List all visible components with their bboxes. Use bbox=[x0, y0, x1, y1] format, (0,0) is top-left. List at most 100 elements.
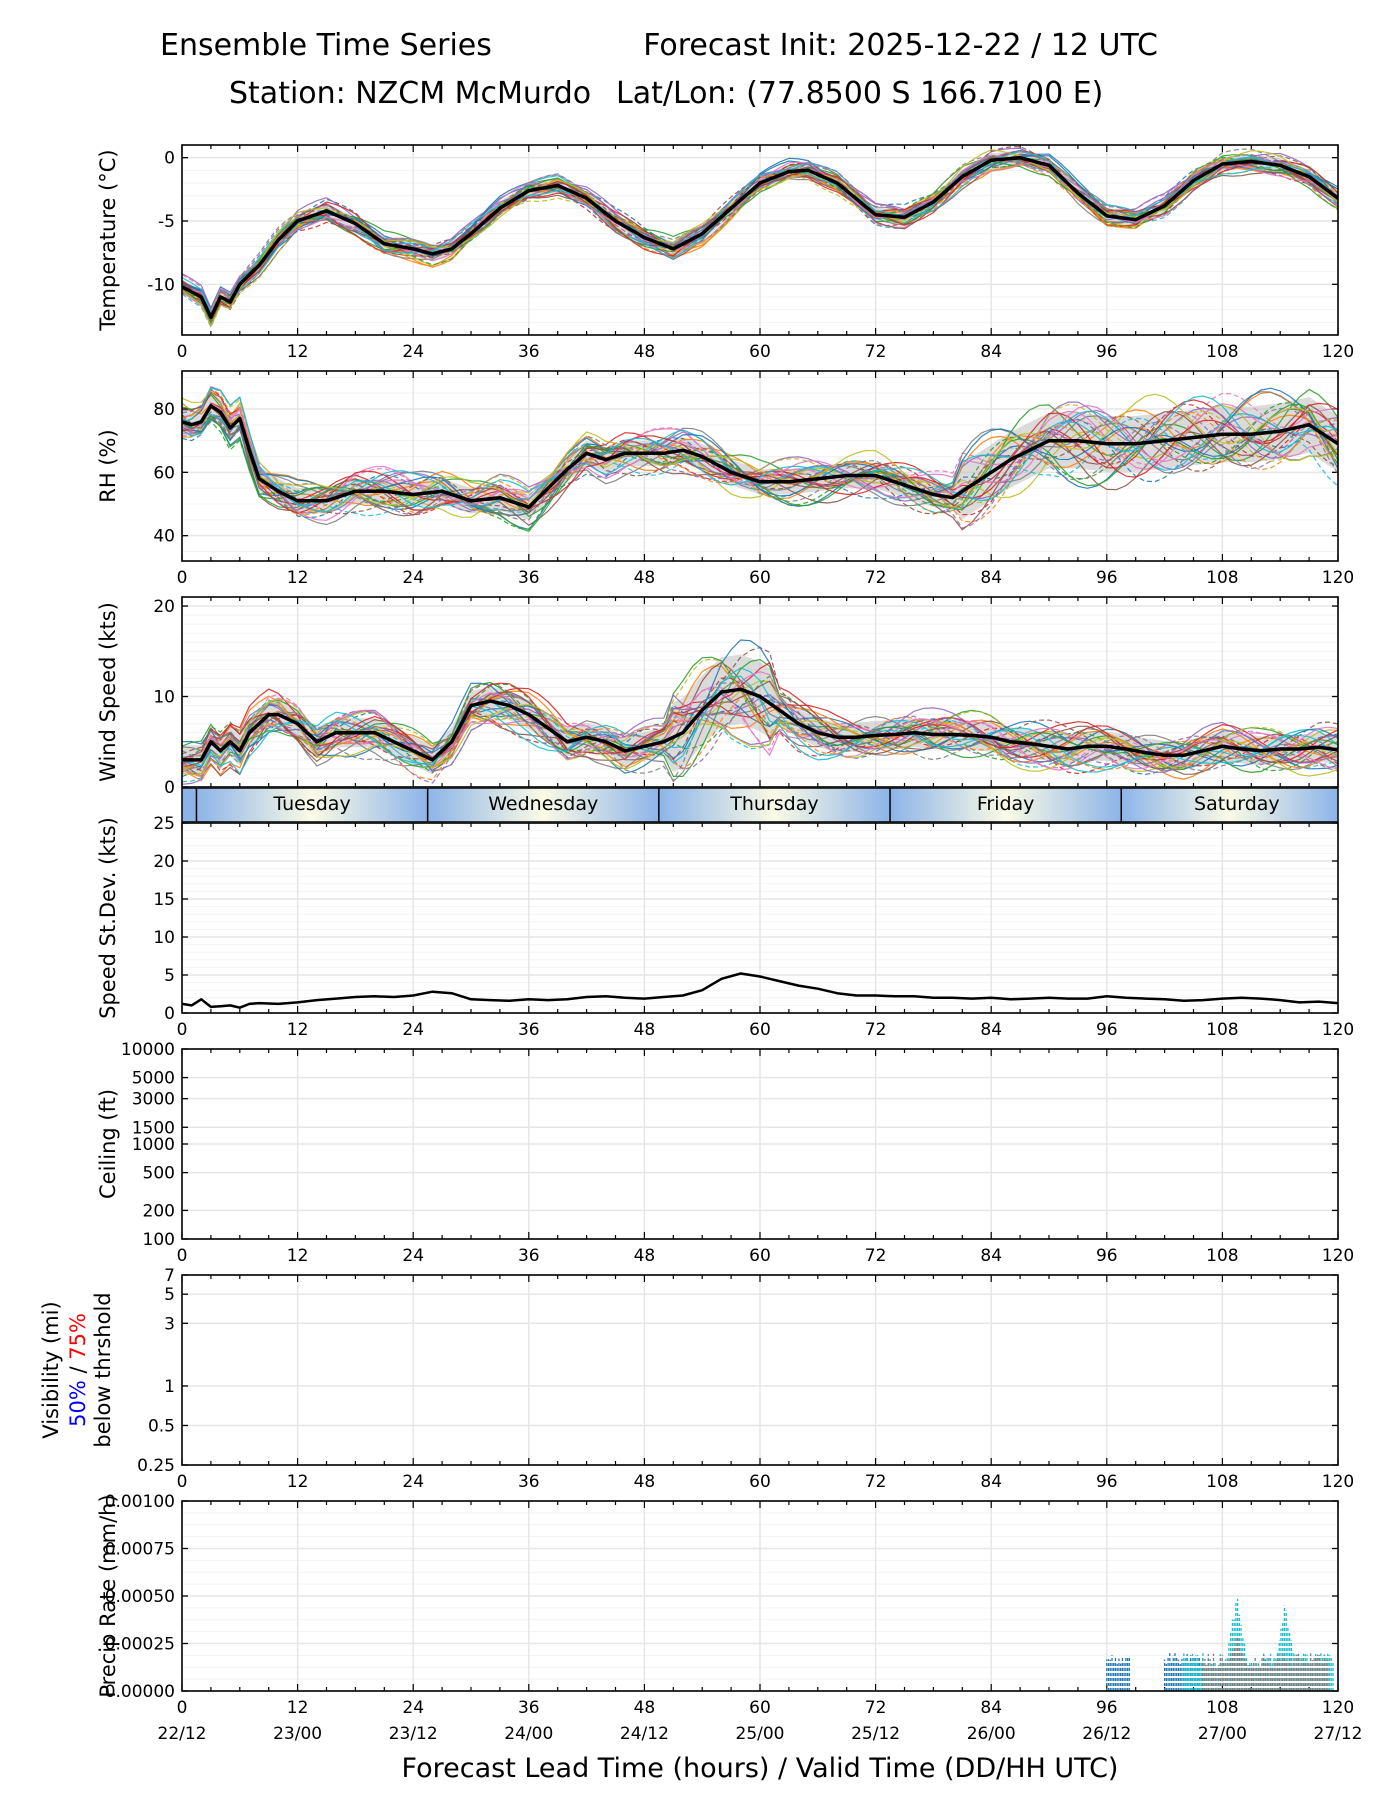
y-tick-label: 7 bbox=[164, 1266, 175, 1286]
valid-time-label: 23/00 bbox=[273, 1724, 322, 1744]
ensemble-spread bbox=[182, 393, 1338, 520]
x-tick-label: 0 bbox=[177, 1020, 188, 1040]
x-tick-label: 84 bbox=[980, 1246, 1002, 1266]
y-tick-label: 10 bbox=[153, 928, 175, 948]
x-tick-label: 120 bbox=[1322, 1020, 1354, 1040]
day-band: Tuesday Wednesday Thursday Friday Saturday bbox=[181, 787, 1339, 823]
x-tick-label: 96 bbox=[1096, 568, 1118, 588]
x-tick-label: 60 bbox=[749, 1472, 771, 1492]
x-tick-label: 12 bbox=[287, 1472, 309, 1492]
y-tick-label: 80 bbox=[153, 400, 175, 420]
panel-frame bbox=[181, 144, 1339, 336]
x-tick-label: 108 bbox=[1206, 568, 1238, 588]
vis-75-label: 75% bbox=[66, 1313, 90, 1360]
x-tick-label: 84 bbox=[980, 568, 1002, 588]
valid-time-label: 27/12 bbox=[1314, 1724, 1363, 1744]
x-tick-label: 36 bbox=[518, 1020, 540, 1040]
x-tick-label: 24 bbox=[402, 1020, 424, 1040]
day-band-cell bbox=[1121, 788, 1338, 822]
plot-area bbox=[182, 972, 1338, 1009]
valid-time-label: 26/12 bbox=[1082, 1724, 1131, 1744]
x-tick-label: 0 bbox=[177, 342, 188, 362]
y-axis-label: below thrshold bbox=[91, 1292, 115, 1447]
x-tick-label: 72 bbox=[865, 342, 887, 362]
y-tick-label: 40 bbox=[153, 527, 175, 547]
vis-50-label: 50% bbox=[66, 1380, 90, 1427]
y-tick-label: -5 bbox=[158, 212, 175, 232]
x-tick-label: 108 bbox=[1206, 1698, 1238, 1718]
x-tick-label: 60 bbox=[749, 1246, 771, 1266]
x-tick-label: 120 bbox=[1322, 1698, 1354, 1718]
day-band-cell bbox=[196, 788, 428, 822]
x-tick-label: 60 bbox=[749, 1020, 771, 1040]
vis-sep-label: / bbox=[66, 1360, 90, 1380]
x-tick-label: 108 bbox=[1206, 1020, 1238, 1040]
day-band-frame bbox=[181, 787, 1339, 823]
ensemble-mean-line bbox=[182, 687, 1338, 762]
x-tick-label: 12 bbox=[287, 1698, 309, 1718]
x-tick-label: 96 bbox=[1096, 1020, 1118, 1040]
x-tick-label: 12 bbox=[287, 1020, 309, 1040]
x-tick-label: 24 bbox=[402, 568, 424, 588]
plot-area bbox=[182, 639, 1338, 785]
valid-time-label: 23/12 bbox=[389, 1724, 438, 1744]
x-tick-label: 60 bbox=[749, 1698, 771, 1718]
x-tick-label: 48 bbox=[634, 568, 656, 588]
x-tick-label: 120 bbox=[1322, 1472, 1354, 1492]
x-tick-label: 48 bbox=[634, 1246, 656, 1266]
day-label: Wednesday bbox=[488, 793, 598, 815]
day-band-edge bbox=[182, 788, 197, 822]
x-tick-label: 60 bbox=[749, 342, 771, 362]
x-tick-label: 36 bbox=[518, 1246, 540, 1266]
y-tick-label: 10000 bbox=[121, 1040, 175, 1060]
x-tick-label: 84 bbox=[980, 1472, 1002, 1492]
x-tick-label: 0 bbox=[177, 1698, 188, 1718]
x-tick-label: 120 bbox=[1322, 568, 1354, 588]
latlon-label: Lat/Lon: (77.8500 S 166.7100 E) bbox=[616, 76, 1104, 111]
x-tick-label: 120 bbox=[1322, 1246, 1354, 1266]
y-tick-label: 0.00025 bbox=[105, 1635, 175, 1655]
day-label: Tuesday bbox=[272, 793, 350, 815]
valid-time-label: 24/00 bbox=[504, 1724, 553, 1744]
x-tick-label: 108 bbox=[1206, 1246, 1238, 1266]
y-axis-label: Wind Speed (kts) bbox=[96, 602, 120, 782]
panel-frame bbox=[181, 822, 1339, 1014]
x-tick-label: 24 bbox=[402, 342, 424, 362]
x-tick-label: 48 bbox=[634, 1020, 656, 1040]
x-tick-label: 96 bbox=[1096, 1246, 1118, 1266]
x-tick-label: 48 bbox=[634, 342, 656, 362]
y-tick-label: 3000 bbox=[132, 1090, 175, 1110]
ensemble-member-line bbox=[182, 150, 1338, 314]
y-tick-label: 0.00100 bbox=[105, 1492, 175, 1512]
panel-frame bbox=[181, 1274, 1339, 1466]
chart-title-right: Forecast Init: 2025-12-22 / 12 UTC bbox=[643, 28, 1158, 63]
plot-area bbox=[182, 386, 1338, 533]
y-tick-label: 1 bbox=[164, 1377, 175, 1397]
y-tick-label: 0.00075 bbox=[105, 1540, 175, 1560]
ensemble-mean-line bbox=[182, 155, 1338, 320]
y-tick-label: 15 bbox=[153, 890, 175, 910]
ensemble-member-line bbox=[182, 414, 1338, 519]
y-tick-label: 0 bbox=[164, 149, 175, 169]
y-axis-label-thresholds: 50% / 75% bbox=[66, 1313, 90, 1427]
y-tick-label: 1000 bbox=[132, 1135, 175, 1155]
panel-4: 25 20 15 10 5 00 12 24 36 48 60 72 84 96 108 120 Speed S… bbox=[96, 814, 1354, 1040]
ensemble-member-line bbox=[182, 403, 1338, 507]
y-tick-label: 0 bbox=[164, 778, 175, 798]
x-tick-label: 84 bbox=[980, 1698, 1002, 1718]
x-tick-label: 36 bbox=[518, 342, 540, 362]
y-tick-label: 3 bbox=[164, 1314, 175, 1334]
panel-frame bbox=[181, 370, 1339, 562]
ensemble-member-line bbox=[182, 389, 1338, 508]
panel-2: 80 60 40 0 12 24 36 48 60 72 84 96 108 120 RH (%) bbox=[96, 370, 1354, 588]
y-axis-label: Ceiling (ft) bbox=[96, 1089, 120, 1199]
y-axis-label: Visibility (mi) bbox=[39, 1301, 63, 1438]
x-tick-label: 48 bbox=[634, 1472, 656, 1492]
ensemble-member-line bbox=[182, 157, 1338, 322]
x-tick-label: 108 bbox=[1206, 342, 1238, 362]
ensemble-member-line bbox=[182, 391, 1338, 512]
y-axis-label: Temperature (°C) bbox=[96, 149, 120, 331]
x-tick-label: 24 bbox=[402, 1698, 424, 1718]
y-tick-label: -10 bbox=[147, 275, 175, 295]
